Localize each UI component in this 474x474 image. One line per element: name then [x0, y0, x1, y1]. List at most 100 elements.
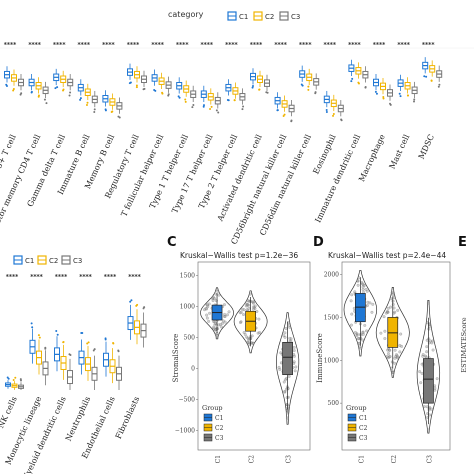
panel-a-outlier: [251, 84, 254, 87]
panel-d-point: [387, 352, 390, 356]
panel-a-outlier: [226, 99, 229, 102]
panel-a-outlier: [192, 104, 195, 107]
panel-b-outlier: [56, 333, 59, 336]
panel-c-point: [246, 341, 250, 344]
panel-c-point: [292, 345, 296, 349]
panel-d-violin-C2: [375, 287, 410, 378]
panel-c-point: [216, 289, 220, 293]
panel-a-outlier: [104, 109, 107, 112]
panel-c-xtick-label: C2: [249, 455, 256, 464]
panel-c-point: [205, 313, 209, 317]
panel-c-ytick-label: 1500: [180, 272, 195, 279]
panel-d-point: [386, 356, 390, 360]
panel-a-significance: ****: [151, 42, 164, 49]
panel-d-point: [366, 304, 369, 307]
panel-a-outlier: [5, 83, 8, 86]
panel-c-ylabel: StromalScore: [172, 334, 180, 383]
panel-d-point: [391, 371, 394, 374]
panel-c-legend-label-C3: C3: [215, 435, 224, 442]
panel-d-point: [386, 306, 390, 310]
panel-b-outlier: [86, 342, 89, 345]
panel-d-point: [361, 285, 365, 289]
panel-a-significance: ****: [201, 42, 214, 49]
panel-c-point: [214, 328, 218, 332]
panel-d-point: [363, 323, 367, 327]
panel-b-outlier: [142, 307, 145, 310]
panel-a-outlier: [307, 88, 310, 91]
panel-d-point: [370, 310, 374, 314]
panel-a-outlier: [54, 87, 57, 90]
panel-d-point: [400, 345, 404, 348]
panel-d-legend-label-C3: C3: [359, 435, 368, 442]
panel-c-point: [277, 365, 281, 369]
panel-c-point: [215, 334, 219, 338]
panel-d-point: [356, 283, 360, 287]
panel-b: C1 C2 C3 **** **** **** **** **** **** NK cells…: [0, 255, 147, 474]
panel-d-point: [356, 337, 360, 340]
panel-c-point: [294, 365, 298, 369]
panel-a-outlier: [332, 113, 335, 116]
panel-d-point: [366, 300, 370, 304]
panel-e-ylabel: ESTIMATEScore: [460, 317, 468, 372]
panel-a-outlier: [12, 89, 15, 92]
panel-a-legend-title: category: [168, 10, 204, 19]
panel-b-outlier: [130, 299, 133, 302]
panel-a-outlier: [332, 114, 335, 117]
panel-c-point: [206, 303, 209, 307]
panel-d-point: [395, 355, 399, 359]
panel-c-point: [288, 336, 292, 340]
panel-c-point: [279, 351, 283, 355]
panel-d-point: [396, 308, 400, 312]
panel-b-outlier: [68, 353, 71, 356]
panel-c-xtick-label: C1: [215, 455, 222, 463]
panel-d-point: [355, 333, 359, 337]
panel-b-outlier: [14, 376, 17, 379]
panel-a-outlier: [154, 89, 157, 92]
panel-a-outlier: [86, 101, 89, 104]
panel-a-outlier: [202, 104, 205, 107]
panel-a-xlabel: Macrophage: [357, 133, 387, 183]
panel-d-point: [353, 290, 357, 294]
panel-a-legend-label-C2: C2: [265, 13, 274, 21]
panel-c-point: [256, 331, 260, 335]
panel-c-point: [283, 335, 287, 339]
panel-c-point: [283, 378, 287, 382]
panel-d-ytick-label: 2000: [324, 272, 339, 279]
panel-d-legend-label-C2: C2: [359, 425, 368, 432]
panel-c-legend-label-C1: C1: [215, 415, 223, 422]
panel-a-xlabel: Eosinophil: [311, 133, 337, 176]
panel-d-point: [424, 354, 427, 358]
panel-d-point: [379, 331, 383, 335]
panel-c-point: [243, 333, 247, 336]
panel-c-point: [220, 325, 223, 329]
panel-d-ytick-label: 1500: [324, 314, 339, 321]
panel-c-point: [247, 306, 251, 310]
panel-d-point: [382, 315, 386, 319]
panel-d-point: [389, 305, 393, 309]
panel-a-outlier: [135, 84, 138, 87]
panel-c-point: [213, 321, 217, 325]
panel-a-outlier: [438, 83, 441, 86]
panel-d-point: [355, 334, 359, 337]
panel-d-point: [393, 361, 396, 365]
panel-a-significance: ****: [4, 42, 17, 49]
panel-d-point: [350, 312, 354, 316]
panel-a-outlier: [19, 93, 22, 96]
panel-c: C Kruskal−Wallis test p=1.2e−36 StromalS…: [167, 235, 311, 464]
panel-d-xtick-label: C1: [358, 455, 365, 463]
panel-d-point: [385, 355, 389, 358]
panel-c-point: [239, 321, 242, 324]
panel-a-outlier: [282, 114, 285, 117]
panel-a-outlier: [325, 108, 328, 111]
panel-c-point: [205, 316, 209, 320]
panel-c-point: [242, 313, 245, 316]
panel-a-significance: ****: [299, 42, 312, 49]
panel-a-outlier: [135, 86, 138, 89]
panel-c-point: [207, 319, 211, 323]
panel-a-outlier: [290, 120, 293, 123]
panel-c-box-C3: [282, 341, 293, 375]
panel-a-outlier: [184, 100, 187, 103]
panel-d-ytick-label: 1000: [324, 357, 339, 364]
panel-d-violin-C3: [416, 299, 441, 434]
